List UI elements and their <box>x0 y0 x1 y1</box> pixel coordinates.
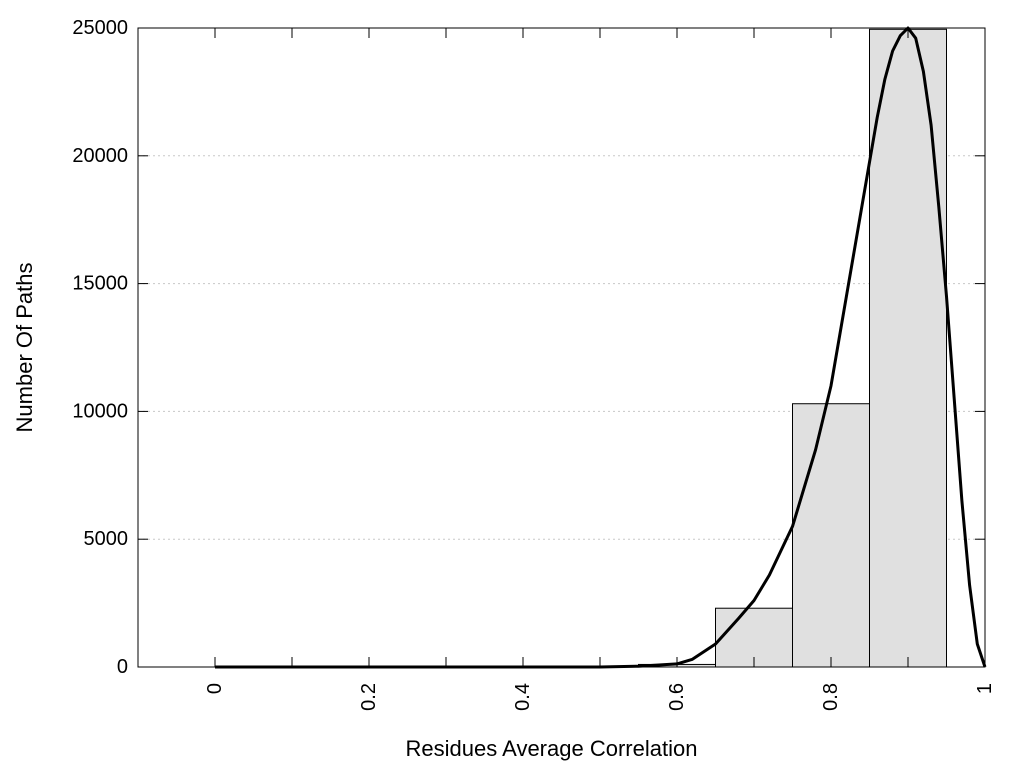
y-tick-label: 5000 <box>84 528 129 550</box>
x-tick-label: 0.2 <box>358 683 380 711</box>
y-tick-label: 0 <box>117 656 128 678</box>
histogram-bar-9 <box>869 28 947 668</box>
plot-frame <box>137 27 986 668</box>
x-tick-label: 1 <box>974 683 996 694</box>
axis-ticks <box>138 27 986 668</box>
fit-curve-layer <box>215 26 987 669</box>
y-axis-label: Number Of Paths <box>12 263 37 433</box>
y-tick-label: 25000 <box>72 17 128 39</box>
x-tick-label: 0 <box>204 683 226 694</box>
x-tick-label: 0.6 <box>666 683 688 711</box>
x-tick-label: 0.4 <box>512 683 534 711</box>
y-tick-label: 20000 <box>72 145 128 167</box>
y-tick-label: 10000 <box>72 400 128 422</box>
y-tick-labels: 0 5000 10000 15000 20000 25000 <box>72 17 128 678</box>
y-tick-label: 15000 <box>72 273 128 295</box>
x-tick-label: 0.8 <box>820 683 842 711</box>
x-tick-labels: 0 0.2 0.4 0.6 0.8 1 <box>204 683 996 711</box>
fit-curve <box>215 26 987 669</box>
x-axis-label: Residues Average Correlation <box>406 736 698 761</box>
histogram-bar-8 <box>792 403 870 668</box>
histogram-bars <box>561 28 947 668</box>
